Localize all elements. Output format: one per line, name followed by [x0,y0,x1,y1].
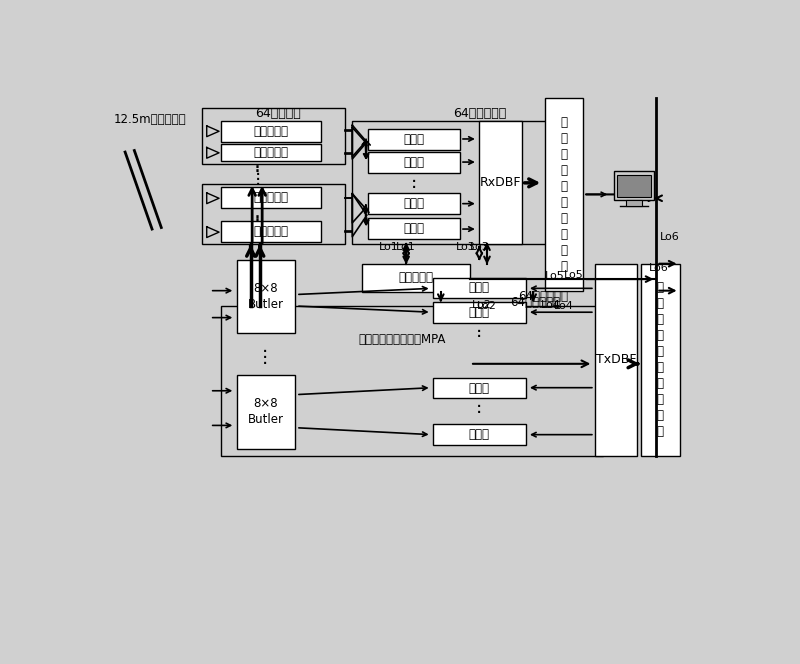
Bar [368,152,460,173]
Text: 接收机: 接收机 [403,197,424,210]
Bar [545,98,583,291]
Text: ·: · [254,177,261,195]
Text: ·: · [410,179,417,198]
Text: ·: · [476,398,482,417]
Text: ·: · [476,404,482,422]
Bar [222,187,322,208]
Text: Lo1: Lo1 [396,242,416,252]
Text: Lo2: Lo2 [472,299,491,309]
Bar [202,185,345,244]
Text: 统一频率源: 统一频率源 [398,272,434,284]
Text: 收发双工器: 收发双工器 [254,146,289,159]
Bar [222,144,322,161]
Text: Lo4: Lo4 [554,301,574,311]
Bar [641,264,679,456]
Bar [594,264,637,456]
Text: 64路发射通道: 64路发射通道 [518,290,568,303]
Text: Lo5: Lo5 [545,271,565,281]
Text: 接收机: 接收机 [403,133,424,146]
Bar [237,260,294,333]
Text: ·: · [476,328,482,347]
Text: 8×8
Butler: 8×8 Butler [248,398,284,426]
Text: 8×8
Butler: 8×8 Butler [248,282,284,311]
Text: ·: · [410,173,417,193]
Text: ·: · [262,355,268,374]
Bar [617,175,651,197]
Text: 收发双工器: 收发双工器 [254,125,289,138]
Bar [202,108,345,163]
Text: 接收机: 接收机 [403,222,424,235]
Text: 发射机: 发射机 [469,382,490,394]
Bar [352,122,556,244]
Text: Lo3: Lo3 [470,242,489,252]
Text: Lo6: Lo6 [649,262,669,272]
Text: 发
射
系
统
通
道
校
准
模
块: 发 射 系 统 通 道 校 准 模 块 [657,282,664,438]
Text: TxDBF: TxDBF [596,353,636,367]
Text: Lo4: Lo4 [541,299,561,309]
Text: Lo1: Lo1 [379,242,399,252]
Text: 接
收
系
统
通
道
校
准
模
块: 接 收 系 统 通 道 校 准 模 块 [561,116,567,273]
Bar [368,193,460,214]
Bar [222,306,602,456]
Bar [433,424,526,445]
Bar [433,278,526,298]
Text: ·: · [254,165,261,185]
Bar [222,221,322,242]
Text: Lo2: Lo2 [477,301,497,311]
Text: ·: · [254,158,261,178]
Text: 发射机: 发射机 [469,282,490,294]
Text: 64路发射通道: 64路发射通道 [510,295,560,309]
Text: ·: · [254,171,261,190]
Text: Lo5: Lo5 [564,270,584,280]
Text: 12.5m口径反射器: 12.5m口径反射器 [114,114,186,126]
Bar [368,129,460,150]
Text: 多通道混合放大矩阵MPA: 多通道混合放大矩阵MPA [358,333,446,346]
Text: ·: · [254,211,261,231]
Text: ·: · [262,349,268,368]
Text: Lo6: Lo6 [660,232,680,242]
Text: ·: · [254,162,261,182]
Text: RxDBF: RxDBF [480,177,522,189]
Bar [368,218,460,239]
Text: 收发双工器: 收发双工器 [254,191,289,205]
Bar [362,264,470,292]
Text: ·: · [262,343,268,362]
Text: 发射机: 发射机 [469,306,490,319]
Text: 接收机: 接收机 [403,156,424,169]
Bar [479,122,522,244]
Text: 发射机: 发射机 [469,428,490,441]
Text: ·: · [254,208,261,228]
Bar [222,122,322,142]
Bar [614,171,654,200]
Text: 64路接收通道: 64路接收通道 [453,107,506,120]
Text: 64元馈源阵: 64元馈源阵 [254,107,301,120]
Text: ·: · [476,323,482,342]
Bar [237,375,294,448]
Bar [433,378,526,398]
Bar [626,200,642,206]
Text: 收发双工器: 收发双工器 [254,225,289,238]
Bar [433,302,526,323]
Text: Lo3: Lo3 [456,242,476,252]
